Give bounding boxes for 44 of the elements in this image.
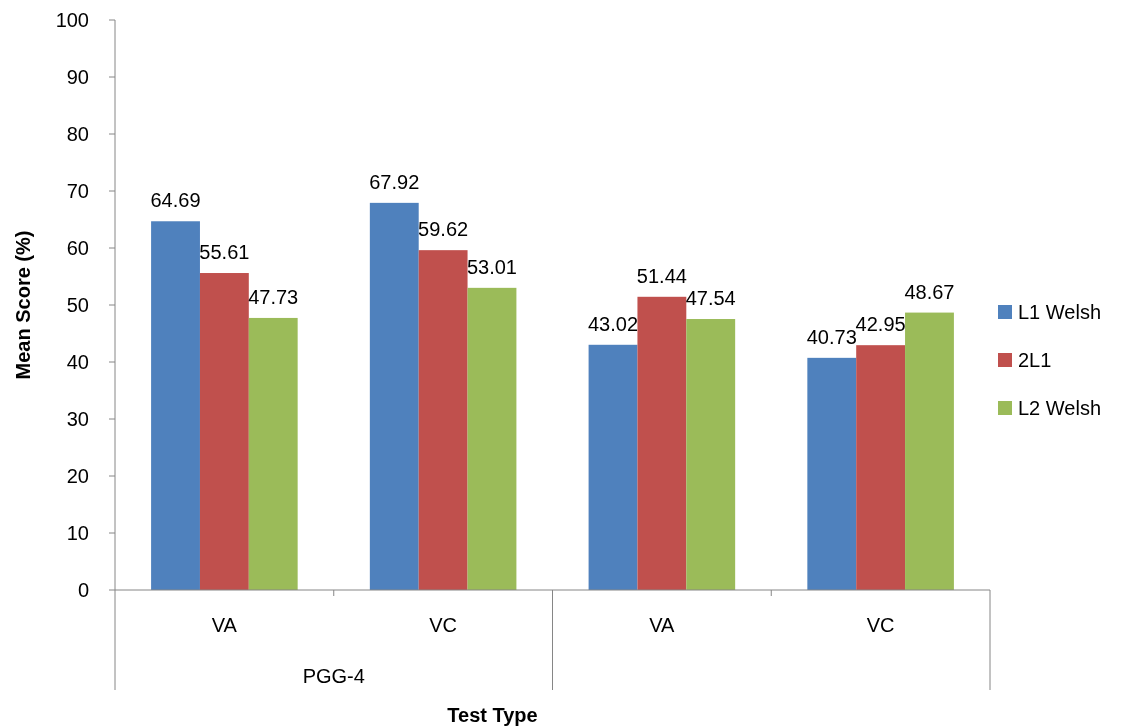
data-label: 51.44 bbox=[636, 264, 687, 287]
y-tick-label: 50 bbox=[66, 294, 89, 316]
x-tick-label: VA bbox=[211, 614, 238, 636]
data-label: 64.69 bbox=[150, 189, 201, 212]
data-label: 42.95 bbox=[855, 313, 906, 336]
legend-label: L2 Welsh bbox=[1018, 397, 1102, 419]
legend-label: 2L1 bbox=[1018, 349, 1052, 371]
text: PGG-4 bbox=[302, 665, 365, 687]
data-label: 53.01 bbox=[466, 255, 518, 278]
y-tick-label: 60 bbox=[66, 237, 89, 259]
bar bbox=[856, 345, 906, 590]
x-tick-label: VC bbox=[429, 614, 458, 636]
data-label: 47.54 bbox=[685, 287, 736, 310]
bar bbox=[248, 317, 298, 590]
bar bbox=[637, 296, 687, 590]
bar bbox=[905, 312, 954, 590]
data-label: 48.67 bbox=[904, 280, 955, 303]
y-tick-label: 90 bbox=[66, 66, 89, 88]
x-tick-label: VA bbox=[649, 614, 676, 636]
bar bbox=[369, 202, 419, 590]
data-label: 43.02 bbox=[587, 312, 639, 335]
data-label: 55.61 bbox=[199, 241, 250, 264]
bar bbox=[807, 357, 857, 590]
bar bbox=[588, 344, 638, 590]
x-axis-title: Test Type bbox=[447, 704, 538, 726]
data-label: 67.92 bbox=[369, 170, 420, 193]
y-axis-title: Mean Score (%) bbox=[12, 230, 34, 380]
bar bbox=[199, 273, 249, 590]
data-label: 59.62 bbox=[418, 218, 469, 241]
y-tick-label: 40 bbox=[66, 351, 89, 373]
x-tick-label: VC bbox=[866, 614, 895, 636]
bar bbox=[467, 287, 517, 590]
y-tick-label: 10 bbox=[66, 522, 89, 544]
y-tick-label: 0 bbox=[77, 579, 89, 601]
bar bbox=[418, 250, 468, 590]
data-label: 40.73 bbox=[806, 325, 857, 348]
y-tick-label: 80 bbox=[66, 123, 89, 145]
bar bbox=[151, 221, 200, 590]
y-tick-label: 30 bbox=[66, 408, 89, 430]
y-tick-label: 100 bbox=[55, 9, 89, 31]
y-tick-label: 20 bbox=[66, 465, 89, 487]
y-tick-label: 70 bbox=[66, 180, 89, 202]
legend-label: L1 Welsh bbox=[1018, 301, 1102, 323]
bar bbox=[686, 319, 736, 590]
